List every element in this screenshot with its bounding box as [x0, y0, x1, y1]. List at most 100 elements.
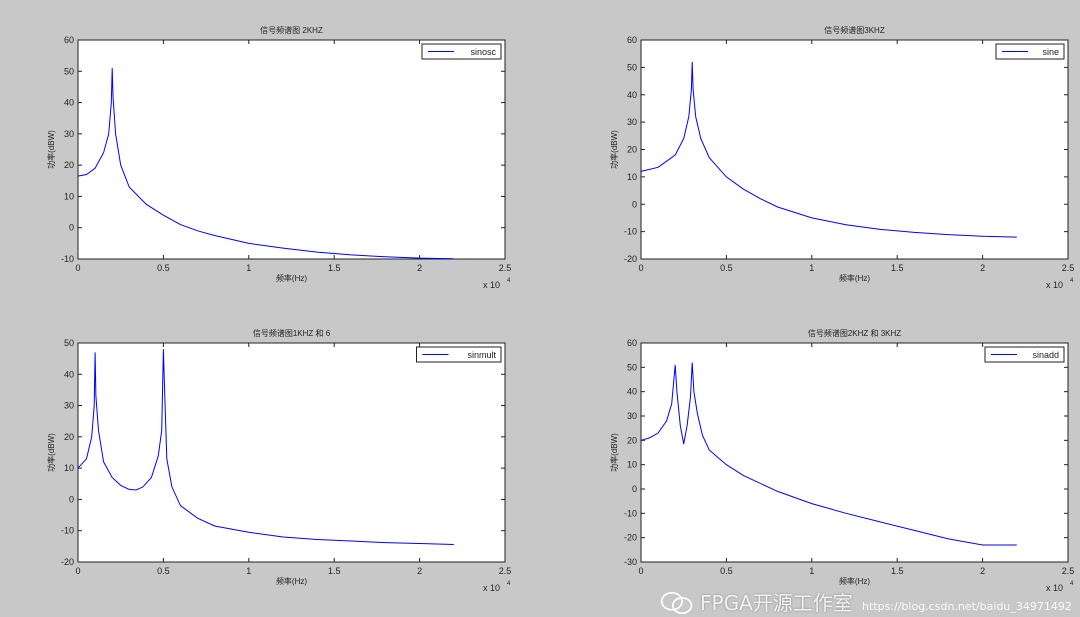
y-tick-label: 60: [64, 35, 74, 45]
y-tick-label: 10: [627, 172, 637, 182]
y-tick-label: -30: [624, 557, 637, 567]
x-tick-label: 1.5: [891, 263, 904, 273]
chart-title: 信号频谱图2KHZ 和 3KHZ: [808, 328, 901, 338]
legend-label: sinmult: [467, 350, 496, 360]
x-axis-label: 频率(Hz): [839, 273, 870, 283]
y-tick-label: 0: [69, 494, 74, 504]
x-tick-label: 2.5: [499, 263, 512, 273]
plot-area: [640, 342, 1069, 563]
y-tick-label: 20: [627, 145, 637, 155]
chart-title: 信号频谱图 2KHZ: [260, 25, 323, 35]
x-tick-label: 0: [75, 566, 80, 576]
y-axis-label: 功率(dBW): [46, 433, 56, 472]
watermark-url: https://blog.csdn.net/baidu_34971492: [862, 600, 1072, 613]
x-tick-label: 1: [809, 263, 814, 273]
y-tick-label: -10: [61, 526, 74, 536]
y-tick-label: 10: [627, 460, 637, 470]
subplot-2: 0 0.5 1 1.5 2 2.5 -20 -10 0 10 20 30 40 50 60 信号频谱图3KHZ…: [609, 25, 1074, 290]
x-tick-label: 0: [638, 566, 643, 576]
x-axis-multiplier: x 10: [1046, 583, 1063, 593]
x-tick-label: 2.5: [1062, 263, 1075, 273]
x-tick-label: 1.5: [328, 263, 341, 273]
y-tick-label: -10: [624, 508, 637, 518]
y-tick-label: 20: [627, 435, 637, 445]
subplot-4: 0 0.5 1 1.5 2 2.5 -30 -20 -10 0 10 20 30 40 50 60 信号频谱图2…: [609, 328, 1074, 593]
x-tick-label: 1: [246, 566, 251, 576]
y-tick-label: 40: [627, 387, 637, 397]
x-tick-label: 1: [809, 566, 814, 576]
y-tick-label: 30: [64, 401, 74, 411]
y-tick-label: 0: [632, 484, 637, 494]
series-line-sine: [640, 61, 1017, 238]
y-tick-label: 40: [64, 98, 74, 108]
x-tick-label: 1: [246, 263, 251, 273]
plot-area: [77, 342, 506, 563]
legend-box: [984, 346, 1065, 363]
y-tick-label: 50: [627, 62, 637, 72]
wechat-logo-icon: [660, 591, 693, 615]
y-tick-label: 0: [632, 199, 637, 209]
legend-label: sine: [1042, 47, 1059, 57]
x-tick-label: 2.5: [1062, 566, 1075, 576]
x-axis-multiplier-exponent: 4: [1070, 581, 1074, 587]
legend: sinosc: [421, 43, 502, 60]
x-axis-label: 频率(Hz): [276, 273, 307, 283]
y-axis-label: 功率(dBW): [609, 433, 619, 472]
series-line-sinmult: [77, 349, 454, 545]
x-tick-label: 0: [75, 263, 80, 273]
x-axis-multiplier-exponent: 4: [1070, 278, 1074, 284]
y-tick-label: -10: [624, 227, 637, 237]
legend-box: [421, 43, 502, 60]
y-tick-label: 20: [64, 160, 74, 170]
y-tick-label: 50: [627, 362, 637, 372]
x-tick-label: 0: [638, 263, 643, 273]
legend-label: sinosc: [470, 47, 496, 57]
x-axis-multiplier-exponent: 4: [507, 278, 511, 284]
y-axis-label: 功率(dBW): [609, 130, 619, 169]
x-axis-multiplier: x 10: [483, 280, 500, 290]
x-tick-label: 0.5: [720, 566, 733, 576]
legend-box: [416, 346, 502, 363]
subplot-3: 0 0.5 1 1.5 2 2.5 -20 -10 0 10 20 30 40 50 信号频谱图1KHZ 和…: [46, 328, 511, 593]
legend: sinadd: [984, 346, 1065, 363]
x-tick-label: 2: [417, 263, 422, 273]
x-axis-multiplier-exponent: 4: [507, 581, 511, 587]
x-axis-label: 频率(Hz): [839, 576, 870, 586]
x-axis-multiplier: x 10: [483, 583, 500, 593]
series-line-sinadd: [640, 362, 1017, 546]
y-axis-label: 功率(dBW): [46, 130, 56, 169]
x-tick-label: 2.5: [499, 566, 512, 576]
y-tick-label: 50: [64, 338, 74, 348]
chart-title: 信号频谱图1KHZ 和 6: [253, 328, 331, 338]
x-axis-label: 频率(Hz): [276, 576, 307, 586]
y-tick-label: 60: [627, 338, 637, 348]
x-tick-label: 0.5: [157, 566, 170, 576]
y-tick-label: 20: [64, 432, 74, 442]
series-line-sinosc: [77, 68, 454, 260]
y-tick-label: 40: [64, 369, 74, 379]
x-tick-label: 0.5: [157, 263, 170, 273]
y-tick-label: 50: [64, 66, 74, 76]
y-tick-label: -20: [61, 557, 74, 567]
y-tick-label: -20: [624, 254, 637, 264]
x-tick-label: 2: [980, 566, 985, 576]
y-tick-label: 30: [64, 129, 74, 139]
legend: sine: [995, 43, 1065, 60]
y-tick-label: 60: [627, 35, 637, 45]
x-tick-label: 2: [980, 263, 985, 273]
plot-area: [640, 39, 1069, 260]
y-tick-label: -10: [61, 254, 74, 264]
legend: sinmult: [416, 346, 502, 363]
plot-area: [77, 39, 506, 260]
watermark-brand: FPGA开源工作室: [700, 591, 853, 615]
y-tick-label: 10: [64, 191, 74, 201]
legend-box: [995, 43, 1065, 60]
y-tick-label: 30: [627, 117, 637, 127]
legend-label: sinadd: [1032, 350, 1059, 360]
y-tick-label: 40: [627, 90, 637, 100]
y-tick-label: -20: [624, 533, 637, 543]
x-tick-label: 1.5: [891, 566, 904, 576]
